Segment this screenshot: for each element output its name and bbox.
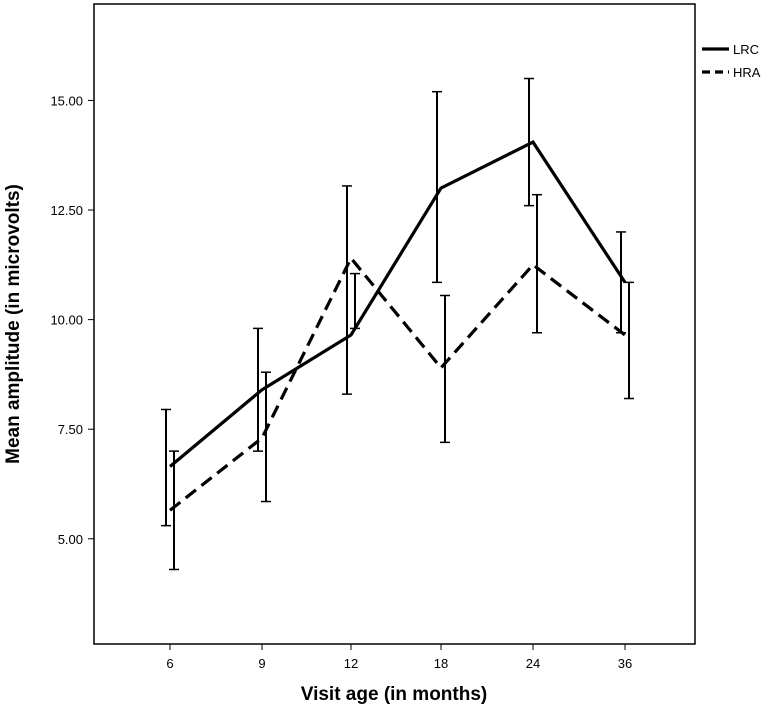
- y-tick-label: 12.50: [50, 203, 83, 218]
- plot-frame: [93, 3, 696, 645]
- error-bar-hra: [440, 294, 450, 444]
- legend: LRC HRA: [702, 42, 761, 80]
- y-tick-label: 10.00: [50, 313, 83, 328]
- error-bar-hra: [350, 272, 360, 330]
- series-line-lrc: [168, 140, 627, 468]
- y-tick-label: 15.00: [50, 93, 83, 108]
- x-tick-label: 24: [526, 656, 540, 671]
- x-axis-title: Visit age (in months): [301, 684, 488, 705]
- error-bar-lrc: [524, 77, 534, 207]
- x-tick-label: 18: [434, 656, 448, 671]
- error-bar-lrc: [253, 327, 263, 452]
- error-bar-hra: [169, 450, 179, 571]
- error-bar-hra: [624, 281, 634, 400]
- y-tick-label: 5.00: [58, 532, 83, 547]
- series-line-hra: [169, 255, 626, 512]
- error-bar-hra: [532, 193, 542, 334]
- x-tick-label: 36: [618, 656, 632, 671]
- error-bar-hra: [261, 371, 271, 503]
- x-axis: 6 9 12 18 24 36: [166, 644, 632, 671]
- y-axis-title: Mean amplitude (in microvolts): [3, 184, 24, 464]
- legend-label-hra: HRA: [733, 65, 761, 80]
- legend-label-lrc: LRC: [733, 42, 759, 57]
- error-bar-lrc: [342, 185, 352, 395]
- error-bar-lrc: [616, 231, 626, 334]
- y-tick-label: 7.50: [58, 422, 83, 437]
- error-bar-lrc: [161, 408, 171, 527]
- y-axis: 5.00 7.50 10.00 12.50 15.00: [50, 93, 94, 547]
- error-bar-lrc: [432, 90, 442, 284]
- x-tick-label: 6: [166, 656, 173, 671]
- series-layer: [168, 140, 627, 512]
- x-tick-label: 12: [344, 656, 358, 671]
- x-tick-label: 9: [258, 656, 265, 671]
- error-bars: [161, 77, 634, 571]
